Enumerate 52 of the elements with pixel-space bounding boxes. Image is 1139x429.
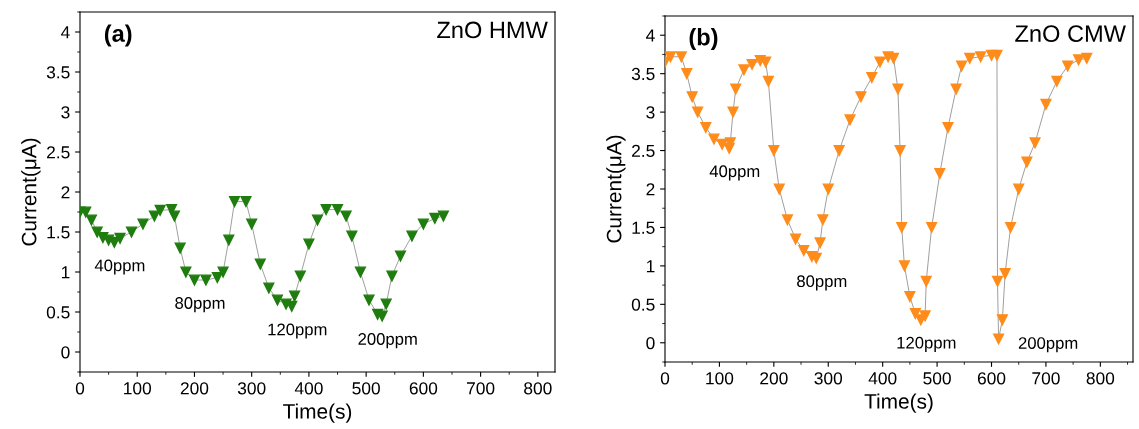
y-tick-label: 1 [646,260,655,273]
annotation: 80ppm [797,275,847,291]
y-tick-label: 0 [61,346,70,359]
y-tick-label: 4 [646,29,655,42]
y-tick-label: 3.5 [631,67,655,81]
annotation: (b) [689,28,718,51]
x-tick-label: 800 [524,382,552,395]
x-tick-label: 300 [814,372,843,385]
y-tick-label: 4 [61,26,70,39]
y-tick-label: 2 [646,183,655,196]
annotation: 40ppm [94,259,145,275]
x-tick-label: 0 [660,372,670,385]
annotation: 200ppm [1018,337,1078,353]
x-tick-label: 600 [977,372,1006,385]
x-tick-label: 500 [923,372,951,385]
y-tick-label: 1 [61,266,70,279]
annotation: 40ppm [709,165,760,181]
chart-title: ZnO CMW [1015,25,1126,42]
y-tick-label: 3 [61,106,70,119]
x-axis-title: Time(s) [864,393,933,413]
x-tick-label: 0 [75,382,85,395]
y-tick-label: 1.5 [47,226,70,239]
x-tick-label: 200 [760,372,788,385]
x-tick-label: 700 [1032,372,1060,385]
chart-title: ZnO HMW [437,21,548,39]
x-tick-label: 100 [124,382,152,395]
y-tick-label: 3 [646,106,655,119]
y-tick-label: 2 [61,186,70,199]
x-tick-label: 200 [180,382,209,395]
x-tick-label: 800 [1086,372,1115,385]
y-tick-label: 1.5 [632,221,655,234]
annotation: (a) [104,24,132,47]
x-tick-label: 400 [868,372,897,385]
y-tick-label: 0 [646,336,655,350]
y-tick-label: 2.5 [632,144,655,158]
y-axis-title: Current(μA) [606,135,626,243]
annotation: 80ppm [175,297,225,313]
y-tick-label: 3.5 [46,66,70,79]
x-tick-label: 700 [467,382,495,395]
y-tick-label: 0.5 [46,306,70,319]
x-tick-label: 400 [294,382,323,395]
y-tick-label: 2.5 [47,146,70,159]
x-tick-label: 500 [352,382,380,395]
annotation: 120ppm [897,336,956,352]
x-tick-label: 600 [409,382,438,395]
x-tick-label: 100 [706,372,734,385]
annotation: 120ppm [268,323,327,339]
y-axis-title: Current(μA) [21,138,41,246]
y-tick-label: 0.5 [631,298,655,311]
annotation: 200ppm [358,333,417,349]
x-axis-title: Time(s) [283,403,352,423]
x-tick-label: 300 [237,382,266,395]
